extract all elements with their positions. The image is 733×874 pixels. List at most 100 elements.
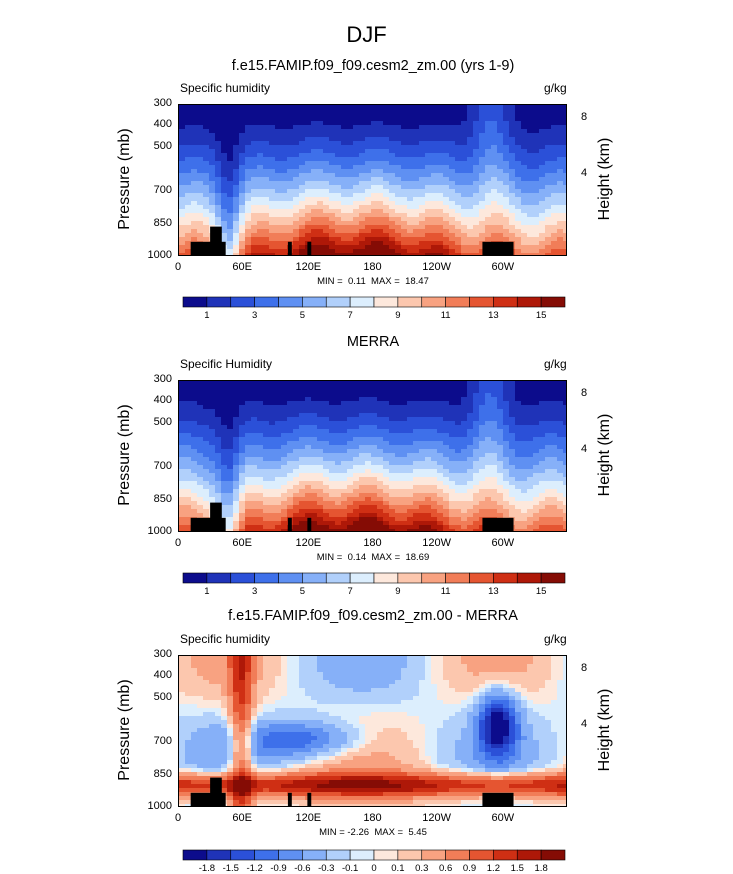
contour-cell xyxy=(401,505,408,510)
contour-cell xyxy=(233,449,240,454)
contour-cell xyxy=(221,137,228,142)
contour-cell xyxy=(245,529,252,531)
contour-cell xyxy=(371,225,378,230)
contour-cell xyxy=(461,145,468,150)
contour-cell xyxy=(497,169,504,174)
contour-cell xyxy=(263,433,270,438)
contour-cell xyxy=(545,505,552,510)
contour-cell xyxy=(233,221,240,226)
contour-cell xyxy=(323,109,330,114)
contour-cell xyxy=(473,149,480,154)
contour-cell xyxy=(209,461,216,466)
contour-cell xyxy=(563,525,566,530)
contour-cell xyxy=(353,153,360,158)
contour-cell xyxy=(227,217,234,222)
contour-cell xyxy=(335,449,342,454)
contour-cell xyxy=(521,509,528,514)
contour-cell xyxy=(317,121,324,126)
contour-cell xyxy=(521,153,528,158)
contour-cell xyxy=(473,417,480,422)
contour-cell xyxy=(245,489,252,494)
contour-cell xyxy=(383,105,390,110)
contour-cell xyxy=(425,149,432,154)
contour-cell xyxy=(197,113,204,118)
contour-cell xyxy=(281,237,288,242)
contour-cell xyxy=(479,521,486,526)
contour-cell xyxy=(221,117,228,122)
contour-cell xyxy=(413,493,420,498)
contour-cell xyxy=(353,477,360,482)
contour-cell xyxy=(497,457,504,462)
contour-cell xyxy=(491,441,498,446)
contour-cell xyxy=(281,509,288,514)
contour-cell xyxy=(503,465,510,470)
contour-cell xyxy=(221,445,228,450)
contour-cell xyxy=(551,445,558,450)
contour-cell xyxy=(191,489,198,494)
contour-cell xyxy=(527,229,534,234)
contour-cell xyxy=(455,385,462,390)
contour-cell xyxy=(539,389,546,394)
contour-cell xyxy=(317,201,324,206)
contour-cell xyxy=(527,189,534,194)
contour-cell xyxy=(359,229,366,234)
contour-cell xyxy=(473,473,480,478)
contour-cell xyxy=(341,177,348,182)
contour-cell xyxy=(401,409,408,414)
contour-cell xyxy=(335,141,342,146)
contour-cell xyxy=(263,145,270,150)
contour-cell xyxy=(425,237,432,242)
contour-cell xyxy=(329,385,336,390)
contour-cell xyxy=(185,209,192,214)
contour-cell xyxy=(317,397,324,402)
contour-cell xyxy=(221,381,228,386)
contour-cell xyxy=(359,489,366,494)
contour-cell xyxy=(353,157,360,162)
contour-cell xyxy=(263,133,270,138)
contour-cell xyxy=(197,145,204,150)
contour-cell xyxy=(233,193,240,198)
contour-cell xyxy=(515,385,522,390)
contour-cell xyxy=(545,173,552,178)
contour-cell xyxy=(419,153,426,158)
contour-cell xyxy=(467,173,474,178)
contour-cell xyxy=(491,481,498,486)
contour-cell xyxy=(341,221,348,226)
contour-cell xyxy=(407,157,414,162)
contour-cell xyxy=(467,137,474,142)
contour-cell xyxy=(425,441,432,446)
contour-cell xyxy=(317,225,324,230)
contour-cell xyxy=(305,181,312,186)
contour-cell xyxy=(281,433,288,438)
contour-cell xyxy=(299,241,306,246)
contour-cell xyxy=(287,465,294,470)
contour-cell xyxy=(467,217,474,222)
contour-cell xyxy=(239,173,246,178)
contour-cell xyxy=(347,121,354,126)
contour-cell xyxy=(383,165,390,170)
contour-cell xyxy=(509,509,516,514)
contour-cell xyxy=(347,409,354,414)
contour-cell xyxy=(371,153,378,158)
contour-cell xyxy=(563,437,566,442)
contour-cell xyxy=(503,493,510,498)
contour-cell xyxy=(347,249,354,254)
contour-cell xyxy=(491,201,498,206)
contour-cell xyxy=(551,121,558,126)
contour-cell xyxy=(287,197,294,202)
contour-cell xyxy=(353,505,360,510)
contour-cell xyxy=(449,397,456,402)
contour-cell xyxy=(203,169,210,174)
contour-cell xyxy=(413,129,420,134)
contour-cell xyxy=(263,525,270,530)
contour-cell xyxy=(281,405,288,410)
contour-cell xyxy=(353,185,360,190)
contour-cell xyxy=(371,197,378,202)
contour-cell xyxy=(401,197,408,202)
contour-cell xyxy=(227,121,234,126)
contour-cell xyxy=(299,129,306,134)
contour-cell xyxy=(191,129,198,134)
contour-cell xyxy=(557,221,564,226)
contour-cell xyxy=(287,505,294,510)
contour-cell xyxy=(317,109,324,114)
